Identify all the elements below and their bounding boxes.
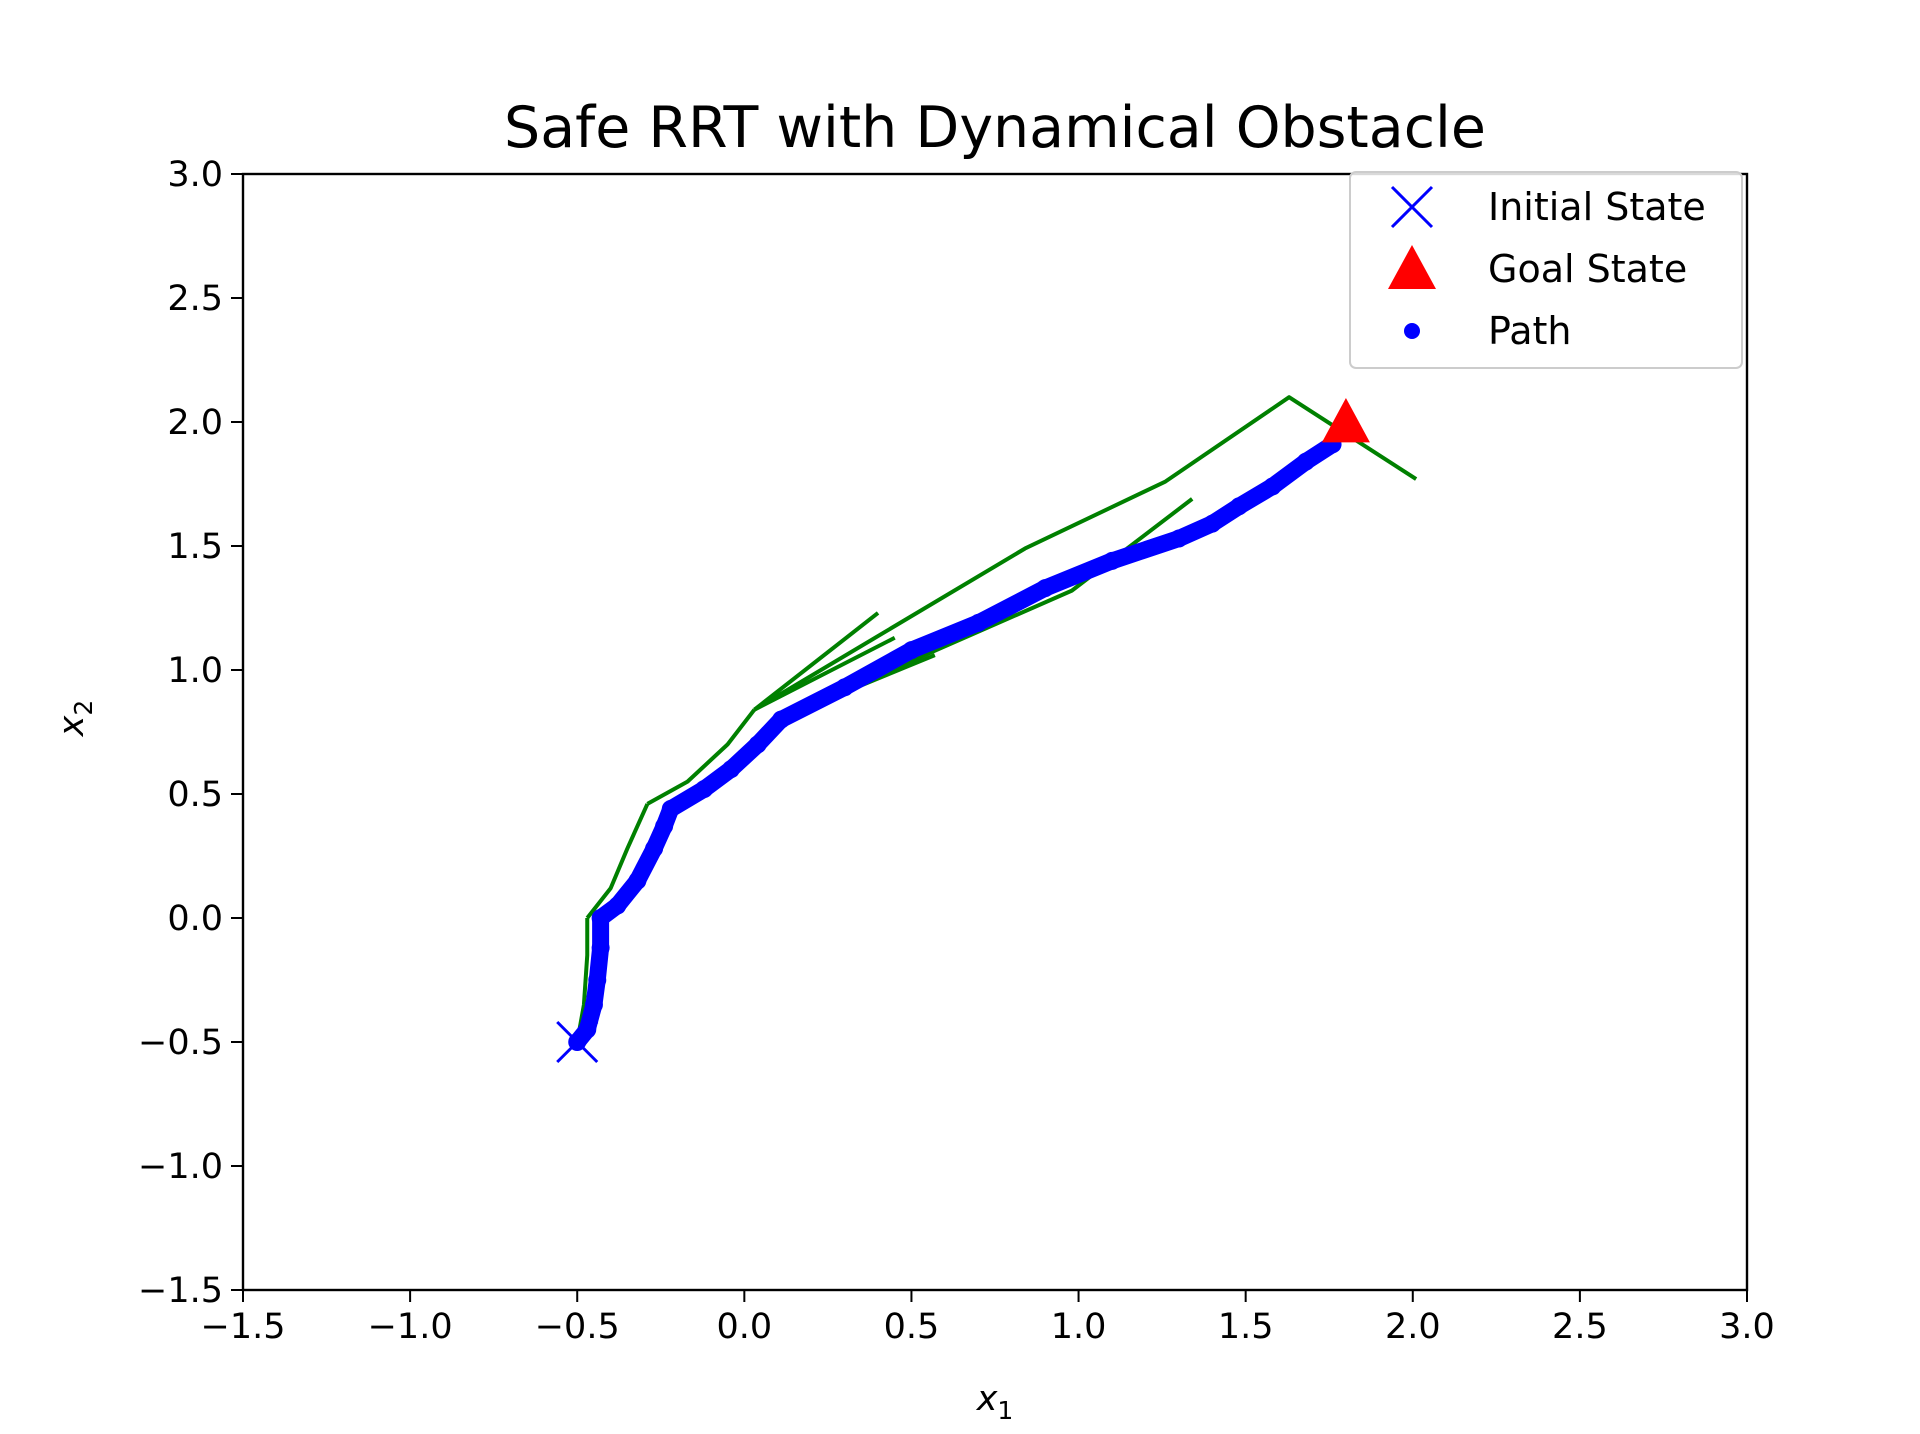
x-tick-label: 1.0: [1051, 1307, 1107, 1347]
path-point: [772, 710, 791, 729]
path-point: [1263, 477, 1282, 496]
y-tick-label: −1.0: [138, 1147, 223, 1187]
path-point: [969, 613, 988, 632]
path-point: [902, 641, 921, 660]
tree-branch: [646, 708, 756, 806]
y-tick-label: 0.0: [167, 899, 223, 939]
x-tick-label: 3.0: [1719, 1307, 1775, 1347]
goal-state-marker: [1321, 398, 1370, 443]
y-tick-label: 3.0: [167, 155, 223, 195]
x-axis-label-main: x: [976, 1379, 998, 1419]
legend-goal-icon: [1388, 245, 1436, 289]
path-point: [661, 799, 680, 818]
path-point: [608, 896, 627, 915]
legend-label: Initial State: [1488, 185, 1706, 229]
path-point: [591, 909, 610, 927]
path-point: [721, 760, 740, 779]
legend-box: [1349, 171, 1743, 369]
path-point: [1203, 514, 1222, 533]
x-tick-label: −1.0: [368, 1307, 453, 1347]
y-tick-label: −0.5: [138, 1023, 223, 1063]
y-tick-label: 1.5: [167, 527, 223, 567]
tree-branches: [575, 395, 1418, 1043]
path-point: [748, 735, 767, 754]
path-point: [835, 678, 854, 697]
x-tick-label: −0.5: [535, 1307, 620, 1347]
path-point: [655, 817, 674, 836]
x-tick-label: 1.5: [1218, 1307, 1274, 1347]
path-point: [591, 938, 610, 957]
x-axis-ticks: −1.5 −1.0 −0.5 0.0 0.5 1.0 1.5 2.0 2.5 3.0: [201, 1290, 1775, 1347]
legend-path-icon: [1404, 323, 1420, 339]
x-axis-label: x1: [976, 1379, 1014, 1425]
y-tick-label: −1.5: [138, 1271, 223, 1311]
y-axis-label-main: x: [52, 715, 92, 737]
y-tick-label: 2.5: [167, 279, 223, 319]
plot-frame: [241, 172, 1749, 1292]
x-tick-label: 0.0: [716, 1307, 772, 1347]
path-point: [695, 780, 714, 799]
x-tick-label: 0.5: [884, 1307, 940, 1347]
y-axis-label-sub: 2: [69, 700, 98, 716]
path-point: [645, 839, 664, 858]
path-line: [568, 435, 1342, 1051]
path-series: [568, 435, 1342, 1051]
path-point: [584, 995, 603, 1014]
path-point: [588, 971, 607, 989]
chart-title: Safe RRT with Dynamical Obstacle: [504, 95, 1486, 161]
y-tick-label: 2.0: [167, 403, 223, 443]
y-tick-label: 0.5: [167, 775, 223, 815]
path-point: [1229, 497, 1248, 516]
y-tick-label: 1.0: [167, 651, 223, 691]
path-point: [628, 871, 647, 890]
x-axis-label-sub: 1: [997, 1396, 1013, 1425]
path-point: [1169, 529, 1188, 548]
legend-initial-icon: [1390, 185, 1434, 229]
state-markers: [556, 398, 1370, 1064]
x-tick-label: 2.0: [1385, 1307, 1441, 1347]
tree-branch: [585, 803, 650, 920]
legend-label: Goal State: [1488, 247, 1687, 291]
path-point: [1036, 579, 1055, 598]
tree-branch: [753, 395, 1418, 712]
initial-state-marker: [556, 1020, 599, 1064]
y-axis-label: x2: [52, 700, 98, 738]
path-point: [1102, 551, 1121, 570]
path-point: [1296, 452, 1315, 471]
y-axis-ticks: −1.5 −1.0 −0.5 0.0 0.5 1.0 1.5 2.0 2.5 3.0: [138, 155, 243, 1311]
tree-branch: [753, 611, 880, 712]
legend: Initial State Goal State Path: [1349, 171, 1743, 369]
path-point: [578, 1020, 597, 1039]
x-tick-label: 2.5: [1552, 1307, 1608, 1347]
x-tick-label: −1.5: [201, 1307, 286, 1347]
legend-label: Path: [1488, 309, 1571, 353]
